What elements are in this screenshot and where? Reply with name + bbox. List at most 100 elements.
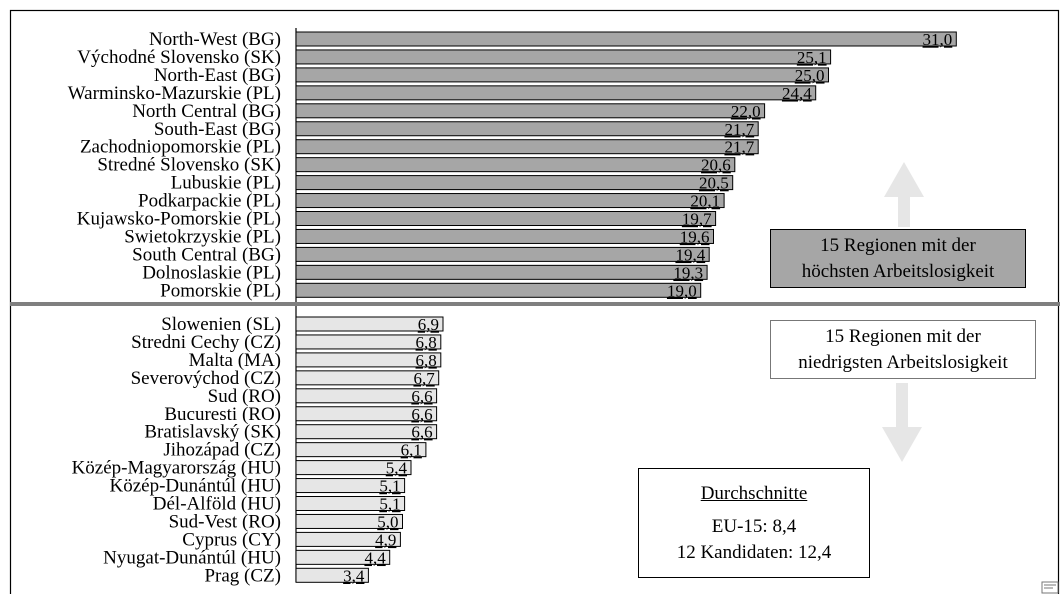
bar	[295, 264, 708, 280]
category-label: Zachodniopomorskie (PL)	[80, 137, 281, 158]
bar	[295, 567, 369, 583]
value-label: 24,4	[782, 84, 812, 103]
page-corner-icon	[1041, 581, 1059, 594]
highest-regions-label-box: 15 Regionen mit der höchsten Arbeitslosi…	[770, 229, 1026, 288]
bar-row: Východné Slovensko (SK) 25,1	[77, 47, 832, 68]
bar	[295, 316, 444, 332]
bar-row: Zachodniopomorskie (PL) 21,7	[80, 137, 759, 158]
bar	[295, 549, 391, 565]
category-label: Pomorskie (PL)	[160, 280, 281, 301]
category-label: Malta (MA)	[189, 350, 281, 371]
bar-row: Jihozápad (CZ) 6,1	[163, 440, 427, 461]
value-label: 6,9	[418, 315, 439, 334]
category-label: Sud (RO)	[208, 386, 281, 407]
category-label: Dél-Alföld (HU)	[153, 494, 281, 515]
category-label: Bucuresti (RO)	[164, 404, 281, 425]
category-label: North Central (BG)	[132, 101, 281, 122]
category-label: Bratislavský (SK)	[144, 422, 281, 443]
bar-row: Pomorskie (PL) 19,0	[160, 280, 702, 301]
bar	[295, 406, 438, 422]
category-label: Cyprus (CY)	[182, 529, 281, 550]
bar	[295, 31, 957, 47]
category-label: Közép-Dunántúl (HU)	[110, 476, 281, 497]
value-label: 20,1	[690, 192, 720, 211]
bar-row: Dél-Alföld (HU) 5,1	[153, 494, 406, 515]
category-label: Kujawsko-Pomorskie (PL)	[77, 209, 281, 230]
bar	[295, 496, 406, 511]
bar	[295, 460, 412, 476]
category-label: Prag (CZ)	[204, 565, 281, 586]
category-label: Jihozápad (CZ)	[163, 440, 281, 461]
up-arrow-icon	[884, 162, 924, 227]
bar-row: Swietokrzyskie (PL) 19,6	[124, 226, 714, 247]
category-label: Stredné Slovensko (SK)	[97, 155, 281, 176]
value-label: 22,0	[731, 102, 761, 121]
value-label: 21,7	[724, 120, 754, 139]
value-label: 20,6	[701, 156, 731, 175]
bar	[295, 49, 832, 65]
value-label: 6,6	[411, 405, 432, 424]
bar-row: Stredné Slovensko (SK) 20,6	[97, 155, 736, 176]
bar-row: Dolnoslaskie (PL) 19,3	[142, 262, 708, 283]
bar-row: Bratislavský (SK) 6,6	[144, 422, 438, 443]
value-label: 3,4	[343, 566, 365, 585]
bar-row: Bucuresti (RO) 6,6	[164, 404, 438, 425]
bar-row: Kujawsko-Pomorskie (PL) 19,7	[77, 209, 717, 230]
highest-box-line2: höchsten Arbeitslosigkeit	[801, 261, 995, 282]
lowest-box-line2: niedrigsten Arbeitslosigkeit	[798, 352, 1008, 373]
bar	[295, 228, 714, 244]
value-label: 6,6	[411, 423, 432, 442]
bar-row: North-West (BG) 31,0	[149, 29, 957, 50]
value-label: 6,6	[411, 387, 432, 406]
bar	[295, 478, 406, 494]
averages-box: Durchschnitte EU-15: 8,4 12 Kandidaten: …	[638, 468, 870, 578]
bar-row: South Central (BG) 19,4	[132, 244, 710, 265]
category-label: Severovýchod (CZ)	[131, 368, 281, 389]
value-label: 20,5	[699, 174, 729, 193]
value-label: 19,7	[682, 210, 712, 229]
bar	[295, 67, 829, 83]
value-label: 21,7	[724, 138, 754, 157]
bar	[295, 246, 710, 262]
category-label: Lubuskie (PL)	[171, 173, 281, 194]
bar	[295, 193, 725, 209]
category-label: Warminsko-Mazurskie (PL)	[68, 83, 281, 104]
bar-row: Prag (CZ) 3,4	[204, 565, 369, 586]
bar-row: North Central (BG) 22,0	[132, 101, 766, 122]
category-label: North-West (BG)	[149, 29, 281, 50]
bar-row: Slowenien (SL) 6,9	[161, 314, 444, 335]
bar	[295, 513, 403, 529]
value-label: 25,1	[797, 48, 827, 67]
category-label: Dolnoslaskie (PL)	[142, 262, 281, 283]
bar-row: Sud (RO) 6,6	[208, 386, 438, 407]
bar-row: Stredni Cechy (CZ) 6,8	[131, 332, 442, 353]
category-label: Közép-Magyarország (HU)	[72, 458, 281, 479]
eu15-average: EU-15: 8,4	[711, 516, 797, 537]
high-unemployment-series: North-West (BG) 31,0 Východné Slovensko (S…	[68, 29, 957, 301]
candidates-average: 12 Kandidaten: 12,4	[676, 542, 832, 563]
category-label: South-East (BG)	[154, 119, 281, 140]
value-label: 6,8	[416, 351, 437, 370]
bar	[295, 139, 759, 155]
bar-row: South-East (BG) 21,7	[154, 119, 759, 140]
lowest-regions-label-box: 15 Regionen mit der niedrigsten Arbeitsl…	[770, 320, 1036, 379]
bar	[295, 282, 702, 298]
value-label: 4,9	[375, 530, 396, 549]
bar-row: Közép-Dunántúl (HU) 5,1	[110, 476, 406, 497]
bar-row: Malta (MA) 6,8	[189, 350, 442, 371]
bar-row: Sud-Vest (RO) 5,0	[169, 511, 403, 532]
value-label: 31,0	[923, 30, 953, 49]
category-label: Sud-Vest (RO)	[169, 511, 281, 532]
value-label: 19,0	[667, 281, 697, 300]
down-arrow-icon	[882, 383, 922, 462]
bar	[295, 211, 717, 226]
category-label: Stredni Cechy (CZ)	[131, 332, 281, 353]
bar	[295, 388, 438, 404]
bar	[295, 442, 427, 458]
bar	[295, 103, 766, 119]
value-label: 19,6	[680, 227, 710, 246]
value-label: 5,0	[377, 512, 398, 531]
category-label: Slowenien (SL)	[161, 314, 281, 335]
bar	[295, 157, 736, 173]
